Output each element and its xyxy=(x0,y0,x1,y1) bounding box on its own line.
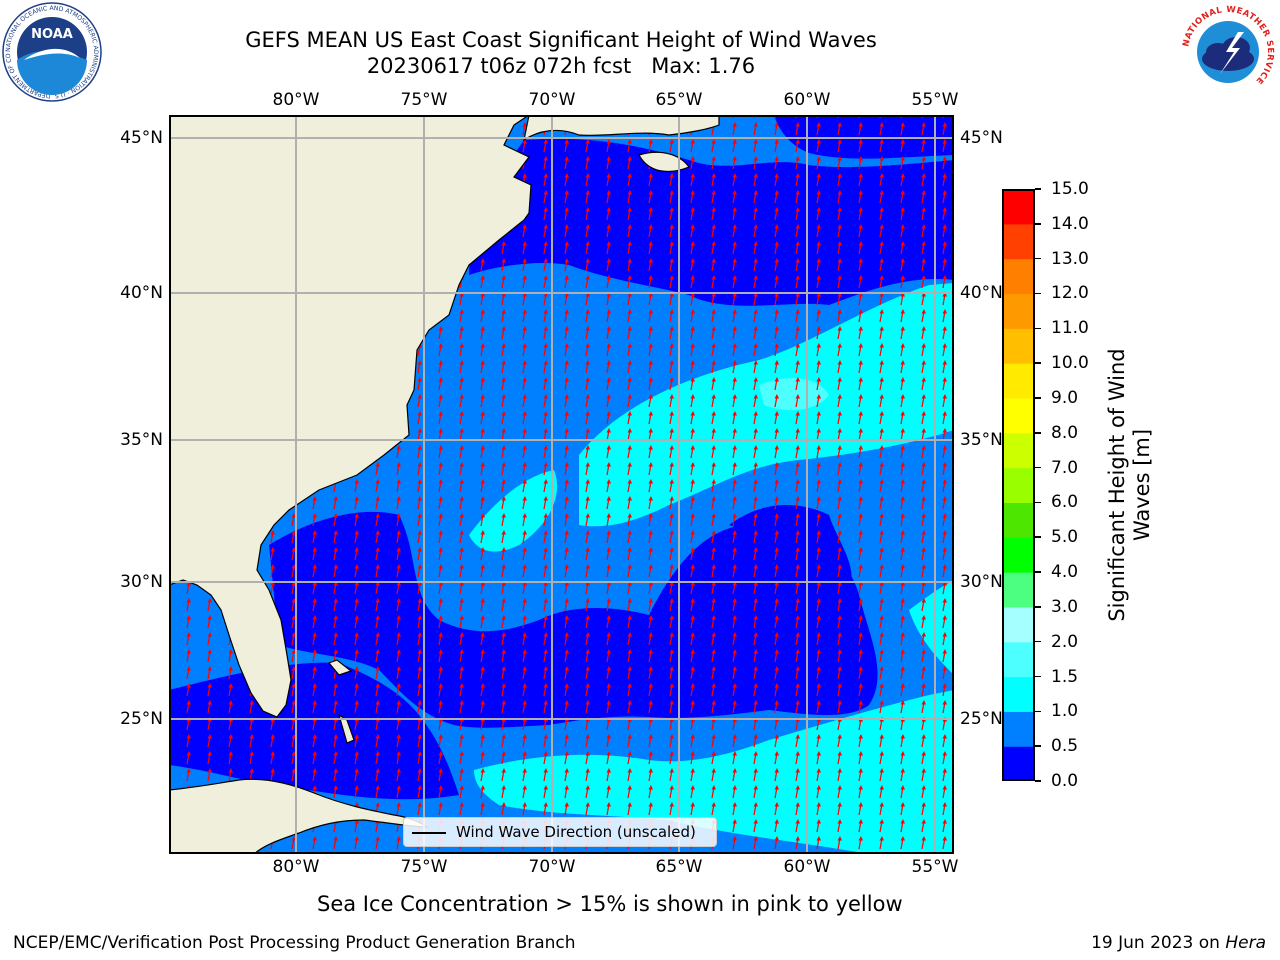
colorbar-swatch xyxy=(1002,572,1035,608)
colorbar-swatch xyxy=(1002,328,1035,364)
lon-label-top-65w: 65°W xyxy=(655,90,703,110)
colorbar-tick-label: 7.0 xyxy=(1051,457,1079,478)
lon-label-bottom-60w: 60°W xyxy=(783,857,831,877)
lon-label-top-55w: 55°W xyxy=(911,90,959,110)
colorbar-swatch xyxy=(1002,676,1035,712)
colorbar-tick-label: 14.0 xyxy=(1051,213,1089,234)
colorbar-tick-mark xyxy=(1035,780,1041,782)
colorbar-tick-mark xyxy=(1035,362,1041,364)
noaa-logo-text: NOAA xyxy=(31,27,73,42)
colorbar-tick-mark xyxy=(1035,640,1041,643)
credit-text: NCEP/EMC/Verification Post Processing Pr… xyxy=(13,933,576,953)
colorbar-swatch xyxy=(1002,467,1035,504)
colorbar-swatch xyxy=(1002,502,1035,538)
colorbar-tick-mark xyxy=(1035,188,1041,190)
colorbar-tick-mark xyxy=(1035,501,1041,504)
machine-name: Hera xyxy=(1225,933,1266,953)
colorbar-swatch xyxy=(1002,641,1035,678)
lon-label-bottom-65w: 65°W xyxy=(655,857,703,877)
lat-label-left-40n: 40°N xyxy=(120,283,163,303)
chart-title-line2: 20230617 t06z 072h fcst Max: 1.76 xyxy=(366,54,756,78)
colorbar-tick-mark xyxy=(1035,223,1041,225)
nws-logo: NATIONAL WEATHER SERVICE xyxy=(1179,3,1277,101)
colorbar-swatch xyxy=(1002,537,1035,573)
colorbar-tick-label: 0.0 xyxy=(1051,771,1079,791)
lat-label-right-30n: 30°N xyxy=(960,572,1003,592)
colorbar-tick-mark xyxy=(1035,571,1041,573)
colorbar-tick-mark xyxy=(1035,606,1041,608)
colorbar-tick-label: 0.5 xyxy=(1051,736,1079,757)
lat-label-right-35n: 35°N xyxy=(960,430,1003,450)
legend-label: Wind Wave Direction (unscaled) xyxy=(456,823,696,841)
colorbar-tick-label: 5.0 xyxy=(1051,527,1079,548)
run-date-text: 19 Jun 2023 on xyxy=(1091,933,1226,953)
colorbar-swatch xyxy=(1002,293,1035,329)
colorbar-tick-mark xyxy=(1035,397,1041,399)
colorbar-tick-label: 10.0 xyxy=(1051,353,1089,374)
colorbar-label-line2: Waves [m] xyxy=(1130,428,1154,542)
colorbar-tick-mark xyxy=(1035,675,1041,678)
map-legend: Wind Wave Direction (unscaled) xyxy=(403,817,717,847)
colorbar-swatch xyxy=(1002,397,1035,434)
colorbar-swatch xyxy=(1002,711,1035,747)
colorbar-tick-label: 2.0 xyxy=(1051,631,1079,652)
colorbar-tick-label: 9.0 xyxy=(1051,387,1079,408)
colorbar-swatch xyxy=(1002,746,1035,781)
colorbar-tick-label: 1.5 xyxy=(1051,666,1079,687)
lon-label-bottom-75w: 75°W xyxy=(400,857,448,877)
lat-label-left-35n: 35°N xyxy=(120,430,163,450)
lat-label-left-30n: 30°N xyxy=(120,572,163,592)
colorbar-swatch xyxy=(1002,223,1035,260)
lon-label-top-60w: 60°W xyxy=(783,90,831,110)
colorbar xyxy=(1002,189,1035,781)
colorbar-tick-label: 3.0 xyxy=(1051,596,1079,617)
colorbar-tick-mark xyxy=(1035,432,1041,434)
lon-label-bottom-70w: 70°W xyxy=(528,857,576,877)
colorbar-label-line1: Significant Height of Wind xyxy=(1105,348,1129,622)
colorbar-tick-mark xyxy=(1035,327,1041,330)
colorbar-swatch xyxy=(1002,189,1035,225)
lat-label-left-45n: 45°N xyxy=(120,128,163,148)
colorbar-tick-mark xyxy=(1035,536,1041,538)
colorbar-tick-label: 1.0 xyxy=(1051,701,1079,722)
colorbar-tick-mark xyxy=(1035,292,1041,295)
colorbar-tick-mark xyxy=(1035,466,1041,469)
colorbar-frame xyxy=(1002,189,1035,781)
colorbar-swatch xyxy=(1002,258,1035,295)
map-grid xyxy=(169,115,954,854)
colorbar-swatch xyxy=(1002,606,1035,643)
lon-label-bottom-80w: 80°W xyxy=(272,857,320,877)
run-date: 19 Jun 2023 on Hera xyxy=(1091,933,1266,953)
colorbar-tick-label: 4.0 xyxy=(1051,562,1079,583)
colorbar-swatch xyxy=(1002,432,1035,469)
colorbar-tick-mark xyxy=(1035,257,1041,260)
chart-title-line1: GEFS MEAN US East Coast Significant Heig… xyxy=(245,28,877,52)
lat-label-right-45n: 45°N xyxy=(960,128,1003,148)
colorbar-tick-label: 13.0 xyxy=(1051,248,1089,269)
colorbar-tick-mark xyxy=(1035,745,1041,747)
noaa-logo: NATIONAL OCEANIC AND ATMOSPHERIC ADMINIS… xyxy=(2,2,102,102)
colorbar-tick-label: 8.0 xyxy=(1051,422,1079,443)
land-masses xyxy=(169,115,720,854)
sea-ice-note: Sea Ice Concentration > 15% is shown in … xyxy=(317,892,903,916)
legend-line-sample xyxy=(412,832,446,834)
map-frame xyxy=(169,115,954,854)
lon-label-bottom-55w: 55°W xyxy=(911,857,959,877)
lon-label-top-75w: 75°W xyxy=(400,90,448,110)
colorbar-tick-label: 11.0 xyxy=(1051,318,1089,339)
lon-label-top-70w: 70°W xyxy=(528,90,576,110)
lat-label-left-25n: 25°N xyxy=(120,709,163,729)
lat-label-right-25n: 25°N xyxy=(960,709,1003,729)
colorbar-tick-label: 15.0 xyxy=(1051,179,1089,199)
colorbar-label: Significant Height of Wind Waves [m] xyxy=(1105,348,1155,621)
colorbar-tick-label: 12.0 xyxy=(1051,283,1089,304)
wind-wave-map xyxy=(169,115,954,854)
lat-label-right-40n: 40°N xyxy=(960,283,1003,303)
colorbar-swatch xyxy=(1002,363,1035,399)
lon-label-top-80w: 80°W xyxy=(272,90,320,110)
colorbar-tick-label: 6.0 xyxy=(1051,492,1079,513)
colorbar-tick-mark xyxy=(1035,710,1041,713)
